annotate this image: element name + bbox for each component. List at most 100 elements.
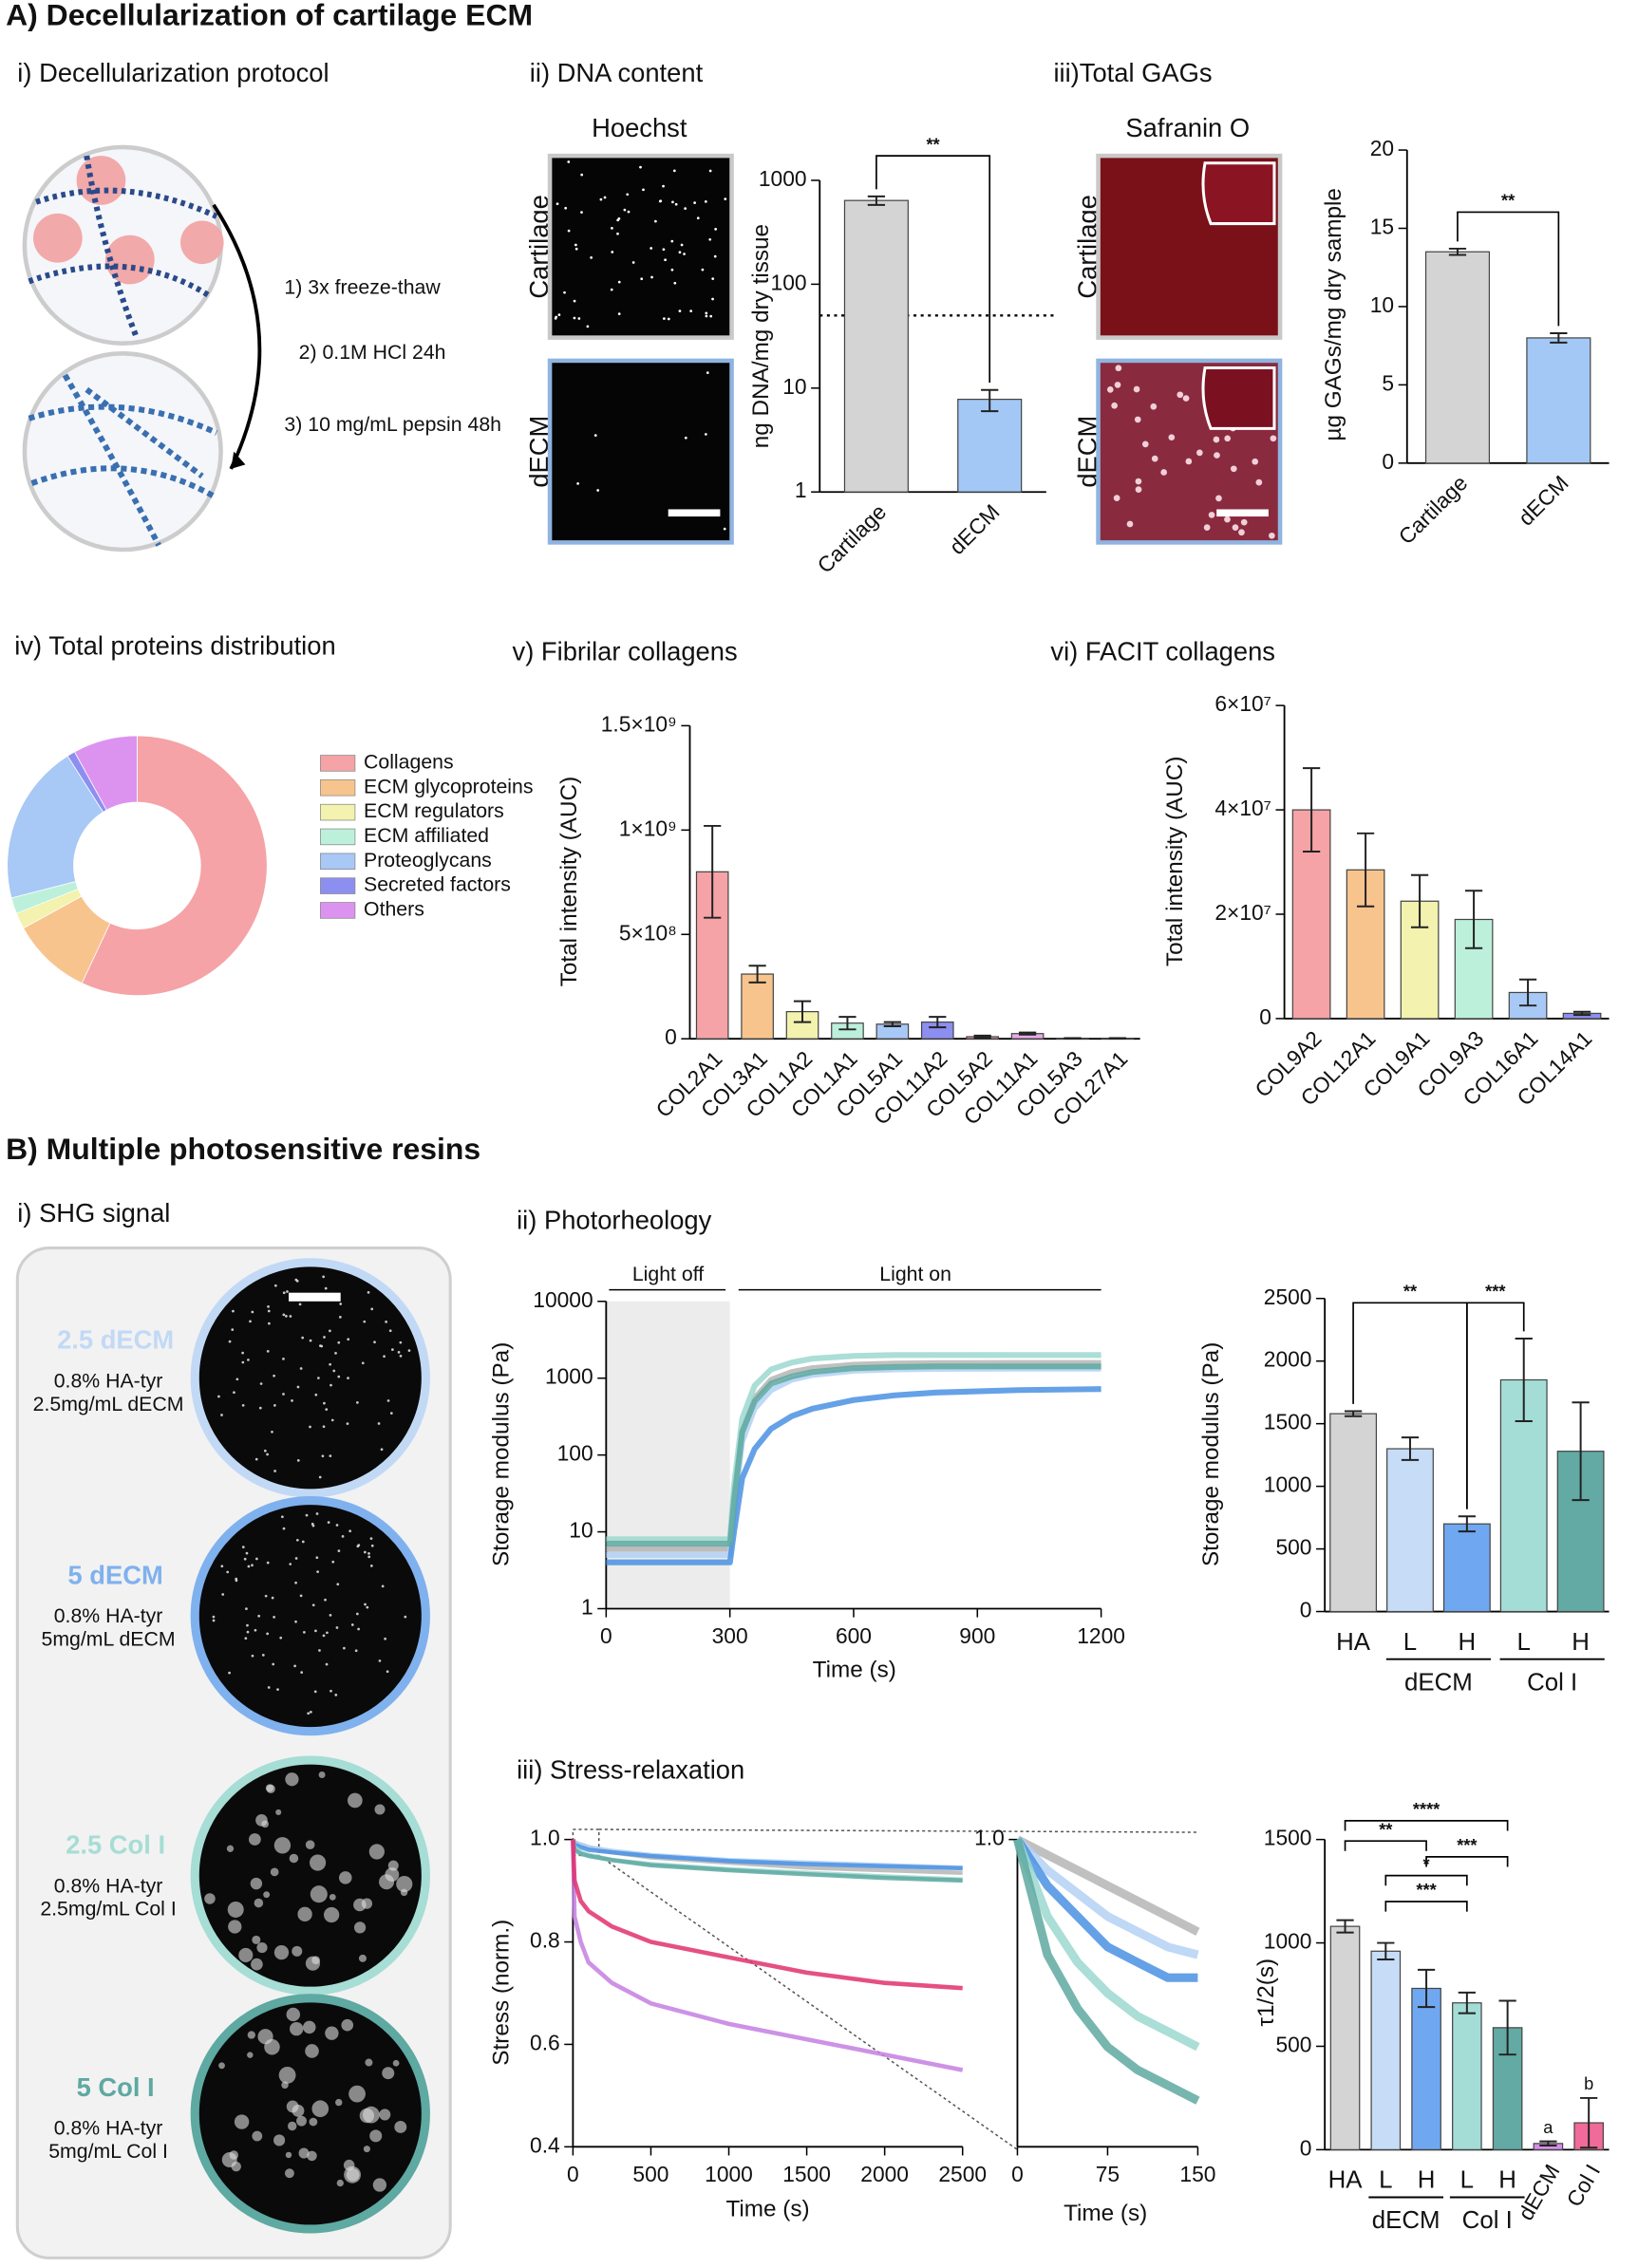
texture-dot xyxy=(336,1583,340,1586)
texture-dot xyxy=(667,317,670,321)
texture-dot xyxy=(294,1620,297,1623)
texture-dot xyxy=(291,1398,293,1402)
bar xyxy=(1526,337,1591,464)
texture-dot xyxy=(724,197,727,201)
texture-dot xyxy=(674,202,678,206)
texture-dot xyxy=(247,2052,254,2058)
texture-dot xyxy=(327,1521,330,1525)
error-bar xyxy=(1401,1436,1420,1461)
texture-dot xyxy=(324,1598,327,1602)
texture-dot xyxy=(255,1557,258,1561)
shg-image xyxy=(190,1495,430,1736)
y-tick-label: 20 xyxy=(1370,136,1394,160)
texture-dot xyxy=(623,208,627,212)
texture-dot xyxy=(706,371,709,375)
texture-dot xyxy=(282,1393,285,1396)
series-line xyxy=(606,1359,1101,1552)
texture-dot xyxy=(723,527,726,531)
texture-dot xyxy=(396,1875,413,1893)
texture-dot xyxy=(1115,365,1122,372)
texture-dot xyxy=(307,2150,317,2162)
texture-dot xyxy=(555,202,559,206)
legend-label: Collagens xyxy=(364,751,454,774)
texture-dot xyxy=(672,169,676,173)
texture-dot xyxy=(250,1877,263,1890)
texture-dot xyxy=(338,1871,352,1884)
x-tick-label: 2000 xyxy=(860,2162,909,2186)
sample-detail: 0.8% HA-tyr xyxy=(54,1604,163,1627)
texture-dot xyxy=(322,1425,326,1429)
texture-dot xyxy=(1182,395,1190,402)
texture-dot xyxy=(684,436,687,440)
texture-dot xyxy=(295,1538,299,1542)
error-bar xyxy=(1539,2140,1557,2147)
texture-dot xyxy=(329,1893,336,1901)
texture-dot xyxy=(663,317,666,320)
texture-dot xyxy=(1208,512,1215,518)
texture-dot xyxy=(353,1921,367,1934)
texture-dot xyxy=(217,1395,220,1398)
texture-dot xyxy=(347,1377,349,1380)
y-tick-label: 6×10⁷ xyxy=(1214,691,1271,716)
significance-bracket xyxy=(1384,1874,1468,1886)
y-tick-label: 500 xyxy=(1275,1535,1311,1560)
texture-dot xyxy=(1113,495,1120,501)
texture-dot xyxy=(323,1401,326,1405)
y-tick-label: 1 xyxy=(795,478,807,502)
texture-dot xyxy=(611,251,614,253)
y-axis-label: τ1/2(s) xyxy=(1253,1959,1279,2027)
texture-dot xyxy=(331,1560,335,1564)
texture-dot xyxy=(557,313,561,316)
legend-swatch xyxy=(320,902,356,919)
protocol-step: 1) 3x freeze-thaw xyxy=(284,276,441,299)
sample-detail: 0.8% HA-tyr xyxy=(54,1874,163,1897)
texture-dot xyxy=(705,314,708,318)
texture-dot xyxy=(1269,532,1275,539)
texture-dot xyxy=(273,1374,275,1378)
texture-dot xyxy=(305,1956,321,1971)
texture-dot xyxy=(245,1551,249,1555)
panel-title: B) Multiple photosensitive resins xyxy=(6,1132,480,1166)
texture-dot xyxy=(272,1662,275,1666)
texture-dot xyxy=(350,1623,354,1626)
texture-dot xyxy=(321,1454,325,1458)
texture-dot xyxy=(555,315,558,319)
texture-dot xyxy=(231,1328,235,1331)
dECM-circle xyxy=(22,351,223,553)
texture-dot xyxy=(704,200,707,203)
texture-dot xyxy=(642,188,645,192)
texture-dot xyxy=(372,2178,387,2192)
texture-dot xyxy=(273,1403,276,1407)
texture-dot xyxy=(382,2067,395,2080)
texture-dot xyxy=(711,277,715,281)
y-tick-label: 1.0 xyxy=(530,1826,560,1850)
texture-dot xyxy=(251,1958,263,1971)
texture-dot xyxy=(273,1616,275,1619)
texture-dot xyxy=(320,1344,324,1348)
texture-dot xyxy=(336,2179,344,2187)
texture-dot xyxy=(1126,520,1134,528)
texture-dot xyxy=(296,1385,300,1389)
texture-dot xyxy=(1238,529,1245,536)
legend-label: Proteoglycans xyxy=(364,849,492,872)
texture-dot xyxy=(384,1637,386,1640)
texture-dot xyxy=(1185,458,1193,465)
texture-dot xyxy=(261,1654,265,1657)
significance-label: *** xyxy=(1457,1835,1478,1855)
texture-dot xyxy=(610,288,613,291)
texture-dot xyxy=(284,2168,294,2179)
error-bar xyxy=(973,1034,991,1040)
y-tick-label: 0 xyxy=(1382,449,1394,474)
texture-dot xyxy=(235,1579,238,1583)
texture-dot xyxy=(258,1406,262,1410)
texture-dot xyxy=(259,1382,263,1385)
texture-dot xyxy=(709,314,713,318)
texture-dot xyxy=(1150,403,1158,410)
texture-dot xyxy=(680,243,684,247)
texture-dot xyxy=(294,1557,298,1560)
error-bar xyxy=(1572,1010,1591,1017)
texture-dot xyxy=(399,1355,403,1358)
chart-title: iii) Stress-relaxation xyxy=(517,1754,744,1784)
y-tick-label: 1.5×10⁹ xyxy=(601,711,677,736)
texture-dot xyxy=(324,1286,328,1290)
